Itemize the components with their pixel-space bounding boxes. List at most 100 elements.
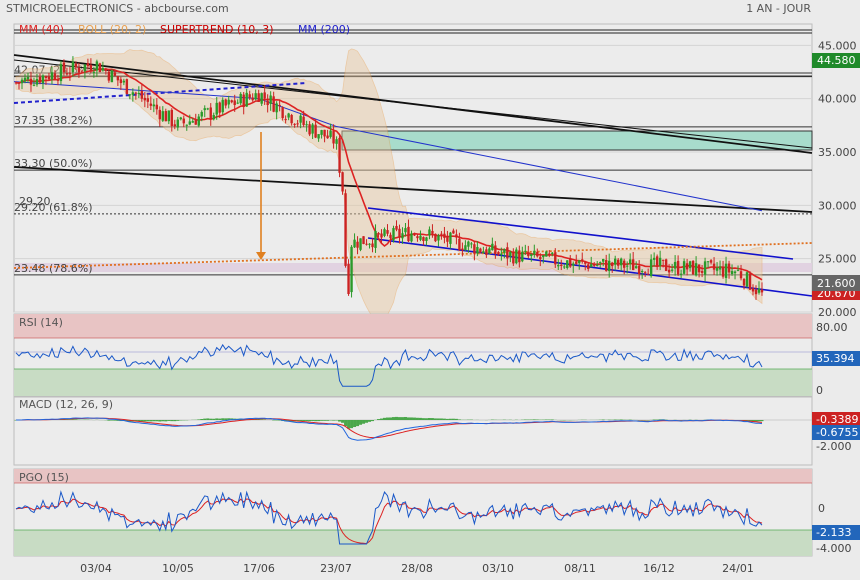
candle bbox=[65, 67, 69, 76]
candle bbox=[140, 84, 144, 102]
y-tick-label: 40.000 bbox=[818, 93, 857, 106]
candle bbox=[736, 265, 740, 272]
legend-supertrend: SUPERTREND (10, 3) bbox=[160, 23, 274, 36]
macd-bar bbox=[278, 420, 282, 421]
candle bbox=[245, 88, 248, 107]
candle bbox=[664, 258, 668, 272]
macd-bar bbox=[203, 418, 207, 420]
candle bbox=[407, 219, 410, 243]
macd-bar bbox=[757, 420, 761, 422]
symbol-title: STMICROELECTRONICS - abcbourse.com bbox=[6, 2, 229, 15]
candle bbox=[284, 115, 287, 124]
candle bbox=[566, 260, 569, 270]
candle bbox=[473, 241, 476, 261]
macd-bar bbox=[400, 417, 404, 420]
y-tick-label: 20.000 bbox=[818, 306, 857, 319]
x-tick-label: 28/08 bbox=[401, 562, 433, 575]
candle bbox=[613, 255, 617, 271]
candle bbox=[344, 189, 347, 268]
candle bbox=[191, 118, 194, 123]
candle bbox=[476, 241, 479, 257]
candle bbox=[503, 248, 506, 259]
candle bbox=[275, 101, 278, 120]
trendline-long-2 bbox=[13, 59, 813, 149]
macd-bar bbox=[206, 418, 210, 420]
candle bbox=[724, 256, 728, 284]
candle bbox=[335, 136, 338, 150]
candle bbox=[71, 56, 75, 77]
candle bbox=[20, 77, 24, 90]
candle bbox=[443, 226, 446, 244]
badge-last-price: 21.600 bbox=[812, 275, 860, 291]
candle bbox=[611, 261, 614, 273]
candle bbox=[389, 232, 392, 246]
candle bbox=[164, 108, 167, 122]
candle bbox=[380, 229, 383, 244]
macd-bar bbox=[356, 420, 360, 427]
pgo-panel: PGO (15) 0 -4.000 -2.133 bbox=[13, 468, 860, 557]
candle bbox=[739, 264, 743, 281]
candle bbox=[452, 228, 455, 234]
candle bbox=[404, 222, 407, 237]
pgo-value-badge: -2.133 bbox=[812, 525, 860, 540]
candle bbox=[14, 81, 18, 85]
macd-bar bbox=[532, 419, 536, 420]
main-price-panel: 42.07 (23.6%)37.35 (38.2%)33.30 (50.0%)2… bbox=[13, 23, 860, 320]
candle bbox=[359, 238, 362, 252]
x-tick-label: 17/06 bbox=[243, 562, 275, 575]
candle bbox=[176, 116, 179, 131]
macd-bar bbox=[341, 420, 345, 423]
candle bbox=[227, 95, 230, 109]
candle bbox=[56, 74, 60, 86]
fibo-overlay-label: 29.20 bbox=[19, 195, 51, 208]
candle bbox=[194, 113, 197, 125]
pgo-line bbox=[15, 490, 763, 545]
candle bbox=[625, 261, 629, 274]
candle bbox=[587, 262, 590, 272]
macd-bar bbox=[197, 419, 201, 420]
candle bbox=[254, 89, 257, 101]
macd-bar bbox=[230, 418, 234, 420]
candle bbox=[101, 61, 105, 72]
fibo-label: 37.35 (38.2%) bbox=[14, 114, 93, 127]
candle bbox=[416, 234, 419, 242]
x-tick-label: 24/01 bbox=[722, 562, 754, 575]
candle bbox=[377, 232, 380, 238]
candle bbox=[278, 99, 281, 112]
macd-bar bbox=[748, 420, 752, 421]
candle bbox=[730, 264, 734, 276]
candle bbox=[62, 59, 66, 76]
macd-bar bbox=[158, 420, 162, 422]
fibo-label: 33.30 (50.0%) bbox=[14, 157, 93, 170]
macd-bar bbox=[359, 420, 363, 425]
candle bbox=[679, 269, 683, 279]
macd-bar bbox=[149, 420, 153, 422]
y-tick-label: 25.000 bbox=[818, 253, 857, 266]
candle bbox=[161, 106, 165, 122]
candle bbox=[311, 122, 314, 140]
candle bbox=[308, 121, 311, 137]
candle bbox=[59, 60, 63, 85]
candle bbox=[173, 119, 176, 130]
candle bbox=[440, 231, 443, 240]
candle bbox=[89, 58, 93, 74]
macd-bar bbox=[167, 420, 171, 421]
fibo-label: 29.20 (61.8%) bbox=[14, 201, 93, 214]
candle bbox=[362, 236, 365, 245]
macd-line bbox=[16, 417, 763, 441]
macd-bar bbox=[454, 418, 458, 420]
candle bbox=[305, 120, 308, 132]
candle bbox=[643, 271, 647, 277]
candle bbox=[628, 253, 632, 270]
candle bbox=[347, 259, 350, 296]
macd-bar bbox=[451, 418, 455, 420]
candle bbox=[365, 239, 368, 246]
macd-bar bbox=[754, 420, 758, 422]
candle bbox=[221, 97, 224, 115]
candle bbox=[545, 250, 548, 257]
rsi-overbought-zone bbox=[14, 314, 812, 338]
macd-panel: MACD (12, 26, 9) -2.000 -0.3389 -0.6755 bbox=[13, 396, 860, 466]
candle bbox=[703, 257, 707, 282]
macd-bar bbox=[439, 418, 443, 420]
candle bbox=[467, 240, 470, 253]
